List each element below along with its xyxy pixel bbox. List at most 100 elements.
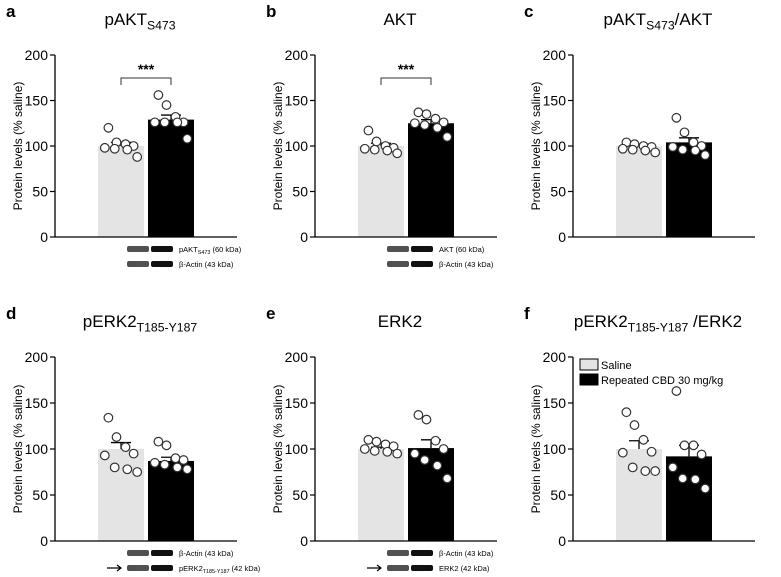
- blot-label: AKT (60 kDa): [439, 245, 485, 254]
- y-tick-label: 150: [543, 395, 567, 411]
- data-point: [172, 462, 183, 473]
- blot-band: [151, 261, 173, 267]
- panel-title: pAKTS473/AKT: [604, 10, 713, 32]
- significance-bracket: [120, 77, 172, 85]
- data-point: [688, 440, 699, 451]
- data-point: [149, 117, 160, 128]
- data-point: [153, 436, 164, 447]
- data-point: [438, 444, 449, 454]
- y-tick-label: 100: [543, 138, 567, 154]
- data-point: [690, 145, 701, 156]
- arrow-icon: [107, 564, 122, 572]
- y-axis-label: Protein levels (% saline): [11, 385, 25, 514]
- data-point: [382, 446, 393, 457]
- legend-label: Repeated CBD 30 mg/kg: [601, 375, 723, 387]
- y-axis-label: Protein levels (% saline): [529, 82, 543, 211]
- legend-swatch: [579, 358, 599, 371]
- data-point: [432, 122, 443, 133]
- blot-band: [411, 565, 433, 571]
- y-axis-label: Protein levels (% saline): [529, 385, 543, 514]
- data-point: [442, 131, 453, 142]
- data-point: [392, 448, 403, 459]
- y-tick-label: 50: [550, 487, 566, 503]
- data-point: [409, 118, 420, 129]
- y-tick-label: 50: [32, 487, 48, 503]
- data-point: [103, 412, 114, 423]
- data-point: [153, 90, 164, 100]
- panel-c: c pAKTS473/AKT Protein levels (% saline) 0 5…: [524, 2, 755, 245]
- y-tick-label: 50: [32, 184, 48, 200]
- y-tick-label: 200: [285, 47, 309, 63]
- blot-label-main: AKT (60 kDa): [439, 245, 485, 254]
- blot-band: [151, 550, 173, 556]
- data-point: [413, 410, 424, 420]
- panel-f: f pERK2T185-Y187 /ERK2 Protein levels (% s…: [524, 304, 755, 549]
- data-point: [103, 122, 114, 133]
- data-point: [99, 142, 110, 153]
- blot-band: [411, 550, 433, 556]
- blot-label: β-Actin (43 kDa): [179, 260, 234, 269]
- data-point: [421, 109, 432, 120]
- panel-title-main: pAKT: [604, 10, 647, 29]
- data-point: [627, 144, 638, 155]
- data-point: [413, 107, 424, 118]
- data-point: [430, 435, 441, 446]
- data-point: [371, 136, 382, 147]
- data-point: [122, 144, 133, 155]
- panel-letter: f: [524, 304, 530, 323]
- y-tick-label: 150: [285, 395, 309, 411]
- data-point: [419, 120, 430, 130]
- significance-label: ***: [138, 61, 155, 77]
- blot-label-main: pERK2: [179, 564, 203, 573]
- data-point: [128, 448, 139, 459]
- data-point: [617, 143, 628, 154]
- data-point: [369, 144, 380, 155]
- data-point: [640, 145, 651, 156]
- y-tick-label: 0: [558, 229, 566, 245]
- data-point: [109, 462, 120, 473]
- blot-label-main: β-Actin (43 kDa): [439, 260, 494, 269]
- y-tick-label: 50: [292, 487, 308, 503]
- blot-label-sub: S473: [198, 250, 211, 256]
- data-point: [182, 464, 193, 475]
- blot-label: ERK2 (42 kDa): [439, 564, 490, 573]
- data-point: [421, 414, 432, 425]
- data-point: [638, 434, 649, 445]
- data-point: [442, 473, 453, 484]
- y-axis-label: Protein levels (% saline): [271, 385, 285, 514]
- data-point: [650, 466, 661, 476]
- data-point: [627, 462, 638, 473]
- data-point: [646, 446, 657, 457]
- y-tick-label: 100: [25, 441, 49, 457]
- panel-letter: e: [266, 304, 275, 323]
- data-point: [109, 143, 120, 154]
- panel-title: AKT: [383, 10, 416, 29]
- y-tick-label: 50: [550, 184, 566, 200]
- panel-title-main: pERK2: [574, 312, 628, 331]
- data-point: [677, 144, 688, 155]
- blot-label: β-Actin (43 kDa): [439, 549, 494, 558]
- y-tick-label: 0: [40, 229, 48, 245]
- data-point: [696, 449, 707, 460]
- panel-title-sub: T185-Y187: [137, 320, 198, 334]
- data-point: [161, 440, 172, 451]
- blot-label: β-Actin (43 kDa): [439, 260, 494, 269]
- blot-band: [387, 261, 409, 267]
- blot-label-sub: T185-Y187: [203, 569, 230, 575]
- panel-title: ERK2: [378, 312, 422, 331]
- data-point: [438, 117, 449, 128]
- y-tick-label: 150: [25, 395, 49, 411]
- panel-letter: a: [6, 2, 16, 21]
- data-point: [671, 112, 682, 123]
- blot-band: [127, 261, 149, 267]
- y-tick-label: 200: [285, 349, 309, 365]
- arrow-icon: [367, 564, 382, 572]
- panel-title: pAKTS473: [104, 10, 175, 32]
- data-point: [122, 464, 133, 475]
- data-point: [132, 152, 143, 162]
- significance-label: ***: [398, 61, 415, 77]
- data-point: [432, 460, 443, 471]
- data-point: [178, 455, 189, 465]
